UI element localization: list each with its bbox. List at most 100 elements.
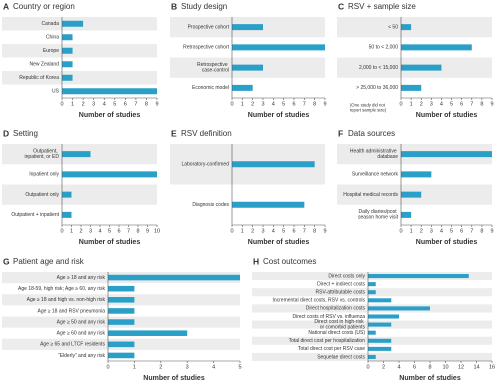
bar xyxy=(232,161,315,168)
x-tick-label: 0 xyxy=(106,364,109,370)
category-label: Total direct cost per RSV case xyxy=(298,346,365,352)
x-tick-label: 3 xyxy=(261,101,264,107)
category-label: Economic model xyxy=(192,85,229,91)
x-tick-label: 3 xyxy=(430,228,433,234)
x-tick-label: 3 xyxy=(186,364,189,370)
x-tick-label: 8 xyxy=(480,228,483,234)
x-tick-label: 9 xyxy=(155,101,158,107)
bar xyxy=(232,24,263,31)
bar xyxy=(62,171,157,178)
row-stripe xyxy=(2,71,157,85)
x-tick-label: 0 xyxy=(399,228,402,234)
x-tick-label: 7 xyxy=(134,101,137,107)
bar xyxy=(108,319,135,325)
category-label: Health administrative database xyxy=(350,149,398,161)
panel-title: Study design xyxy=(181,2,227,11)
x-tick-label: 8 xyxy=(428,364,431,370)
category-label: Outpatient, inpatient, or ED xyxy=(25,149,60,161)
panel-title: RSV definition xyxy=(181,129,232,138)
x-tick-label: 7 xyxy=(470,228,473,234)
x-tick-label: 1 xyxy=(241,228,244,234)
category-label: Direct cost in high-risk or comorbid pat… xyxy=(314,319,365,331)
bar xyxy=(368,354,376,359)
category-label: Age ≥ 18 and any risk xyxy=(57,275,106,281)
x-tick-label: 4 xyxy=(103,101,106,107)
x-tick-label: 0 xyxy=(230,101,233,107)
bar xyxy=(401,211,412,218)
bar xyxy=(401,84,422,91)
x-tick-label: 7 xyxy=(303,101,306,107)
x-axis-label: Number of studies xyxy=(416,239,478,246)
panel-letter: C xyxy=(338,1,344,11)
bar xyxy=(368,314,399,319)
x-tick-label: 8 xyxy=(480,101,483,107)
bar xyxy=(62,47,73,54)
x-tick-label: 9 xyxy=(323,101,326,107)
x-tick-label: 3 xyxy=(430,101,433,107)
panel-letter: G xyxy=(3,256,10,266)
bar xyxy=(368,346,392,351)
bar xyxy=(108,274,240,281)
bar xyxy=(62,34,73,41)
category-label: National direct costs (US) xyxy=(308,330,365,336)
category-label: 50 to < 2,000 xyxy=(369,45,399,51)
category-label: Hospital medical records xyxy=(343,192,398,198)
category-label: Surveillance network xyxy=(352,172,399,178)
x-tick-label: 6 xyxy=(292,228,295,234)
x-tick-label: 1 xyxy=(410,228,413,234)
x-tick-label: 0 xyxy=(399,101,402,107)
bar xyxy=(232,84,253,91)
x-tick-label: 4 xyxy=(397,364,400,370)
x-tick-label: 5 xyxy=(450,228,453,234)
category-label: Age 18-59, high risk; Age ≥ 60, any risk xyxy=(18,286,105,292)
bar xyxy=(108,352,135,359)
x-tick-label: 2 xyxy=(82,101,85,107)
category-label: 2,000 to < 15,000 xyxy=(359,65,398,71)
bar xyxy=(368,338,392,343)
panel-letter: D xyxy=(3,128,9,138)
x-axis-label: Number of studies xyxy=(416,112,478,119)
category-label: RSV-attributable costs xyxy=(316,290,366,296)
bar xyxy=(401,64,442,71)
bar xyxy=(232,64,263,71)
x-tick-label: 7 xyxy=(303,228,306,234)
bar xyxy=(368,322,392,327)
x-tick-label: 5 xyxy=(238,364,241,370)
category-label: China xyxy=(46,35,59,41)
category-label: Age ≥ 65 and LTCF residents xyxy=(40,342,105,348)
category-label: Diagnosis codes xyxy=(192,202,229,208)
x-tick-label: 7 xyxy=(127,228,130,234)
x-tick-label: 1 xyxy=(133,364,136,370)
bar xyxy=(62,88,157,95)
bar xyxy=(401,44,472,51)
x-tick-label: 6 xyxy=(460,228,463,234)
x-tick-label: 6 xyxy=(292,101,295,107)
x-tick-label: 4 xyxy=(272,101,275,107)
x-tick-label: 8 xyxy=(313,228,316,234)
category-label: Age ≥ 18 and high vs. non-high risk xyxy=(27,297,106,303)
x-tick-label: 16 xyxy=(489,364,495,370)
x-tick-label: 1 xyxy=(70,228,73,234)
x-tick-label: 0 xyxy=(60,101,63,107)
category-label: Direct hospitalization costs xyxy=(306,306,366,312)
category-label: Prospective cohort xyxy=(188,24,230,30)
x-tick-label: 4 xyxy=(440,101,443,107)
bar xyxy=(368,290,376,295)
category-label: Europe xyxy=(43,48,59,54)
x-tick-label: 0 xyxy=(230,228,233,234)
category-label: > 25,000 to 36,000 xyxy=(356,85,398,91)
x-tick-label: 10 xyxy=(442,364,448,370)
category-label: Direct costs only xyxy=(328,273,365,279)
category-label: US xyxy=(52,89,60,95)
bar xyxy=(108,308,135,314)
bar xyxy=(62,211,72,218)
x-axis-label: Number of studies xyxy=(248,239,310,246)
panel-title: Data sources xyxy=(348,129,395,138)
panel-letter: E xyxy=(171,128,177,138)
x-tick-label: 3 xyxy=(92,101,95,107)
x-tick-label: 2 xyxy=(79,228,82,234)
category-label: Direct costs of RSV vs. influenza xyxy=(292,314,365,320)
x-tick-label: 6 xyxy=(117,228,120,234)
x-tick-label: 5 xyxy=(108,228,111,234)
